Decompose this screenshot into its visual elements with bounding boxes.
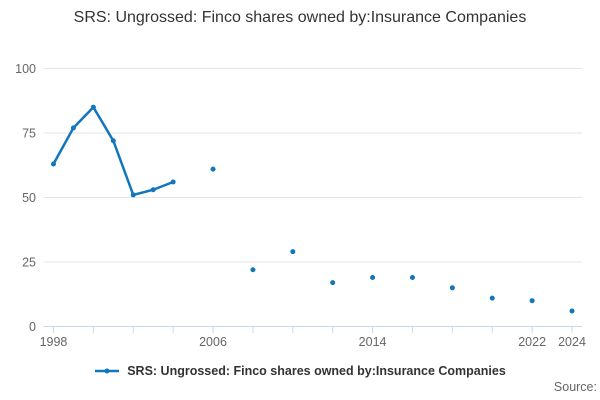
- y-tick-label: 25: [22, 256, 36, 270]
- data-point[interactable]: [370, 274, 376, 280]
- data-point[interactable]: [569, 308, 575, 314]
- x-tick-label: 2022: [518, 335, 546, 349]
- x-tick-label: 2006: [199, 335, 227, 349]
- data-point[interactable]: [409, 274, 415, 280]
- data-point[interactable]: [489, 295, 495, 301]
- legend-label: SRS: Ungrossed: Finco shares owned by:In…: [127, 364, 506, 378]
- data-point[interactable]: [250, 267, 256, 273]
- series-line: [53, 107, 572, 311]
- y-tick-label: 100: [15, 62, 36, 76]
- data-point[interactable]: [449, 285, 455, 291]
- data-point[interactable]: [110, 138, 116, 144]
- data-point[interactable]: [50, 161, 56, 167]
- data-point[interactable]: [150, 187, 156, 193]
- data-point[interactable]: [529, 298, 535, 304]
- data-point[interactable]: [330, 280, 336, 286]
- x-tick-label: 1998: [40, 335, 68, 349]
- data-point[interactable]: [90, 104, 96, 110]
- x-tick-label: 2024: [558, 335, 586, 349]
- data-point[interactable]: [70, 125, 76, 131]
- data-point[interactable]: [290, 249, 296, 255]
- x-tick-label: 2014: [359, 335, 387, 349]
- source-label: Source:: [553, 380, 597, 394]
- data-point[interactable]: [130, 192, 136, 198]
- legend-marker-dot: [104, 368, 110, 374]
- plot-area: 0 25 50 75 100 1998 2006 2014 2022 2024: [15, 62, 586, 349]
- chart-title: SRS: Ungrossed: Finco shares owned by:In…: [73, 9, 527, 26]
- y-tick-label: 0: [29, 320, 36, 334]
- data-point[interactable]: [210, 166, 216, 172]
- legend-item[interactable]: SRS: Ungrossed: Finco shares owned by:In…: [0, 361, 600, 381]
- data-point[interactable]: [170, 179, 176, 185]
- legend-line-marker-icon: [95, 368, 120, 374]
- y-tick-label: 75: [22, 127, 36, 141]
- y-tick-label: 50: [22, 191, 36, 205]
